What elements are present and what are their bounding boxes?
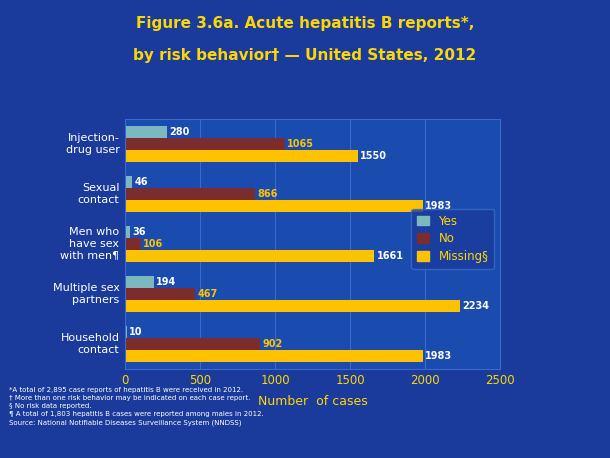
Bar	[125, 338, 260, 350]
Bar	[125, 288, 195, 300]
Text: 1661: 1661	[376, 251, 404, 261]
Bar	[125, 200, 423, 212]
Text: 46: 46	[134, 177, 148, 187]
Bar	[125, 138, 285, 150]
Bar	[125, 126, 167, 138]
Text: 1550: 1550	[360, 151, 387, 161]
X-axis label: Number  of cases: Number of cases	[258, 395, 367, 408]
Bar	[125, 326, 126, 338]
Bar	[125, 176, 132, 188]
Text: 2234: 2234	[462, 301, 490, 311]
Text: 902: 902	[263, 339, 283, 349]
Bar	[125, 276, 154, 288]
Bar	[125, 238, 141, 250]
Text: 1983: 1983	[425, 201, 452, 211]
Bar	[125, 150, 357, 162]
Text: 36: 36	[133, 227, 146, 237]
Text: 280: 280	[170, 127, 190, 137]
Text: 10: 10	[129, 327, 142, 337]
Text: 467: 467	[198, 289, 218, 299]
Text: 1983: 1983	[425, 351, 452, 361]
Text: 1065: 1065	[287, 139, 314, 149]
Text: 194: 194	[156, 277, 177, 287]
Text: 866: 866	[257, 189, 278, 199]
Text: by risk behavior† — United States, 2012: by risk behavior† — United States, 2012	[134, 48, 476, 63]
Text: Figure 3.6a. Acute hepatitis B reports*,: Figure 3.6a. Acute hepatitis B reports*,	[136, 16, 474, 31]
Legend: Yes, No, Missing§: Yes, No, Missing§	[411, 209, 494, 269]
Bar	[125, 250, 375, 262]
Bar	[125, 188, 255, 200]
Bar	[125, 350, 423, 362]
Bar	[125, 226, 131, 238]
Text: 106: 106	[143, 239, 163, 249]
Bar	[125, 300, 461, 312]
Text: *A total of 2,895 case reports of hepatitis B were received in 2012.
† More than: *A total of 2,895 case reports of hepati…	[9, 387, 264, 425]
